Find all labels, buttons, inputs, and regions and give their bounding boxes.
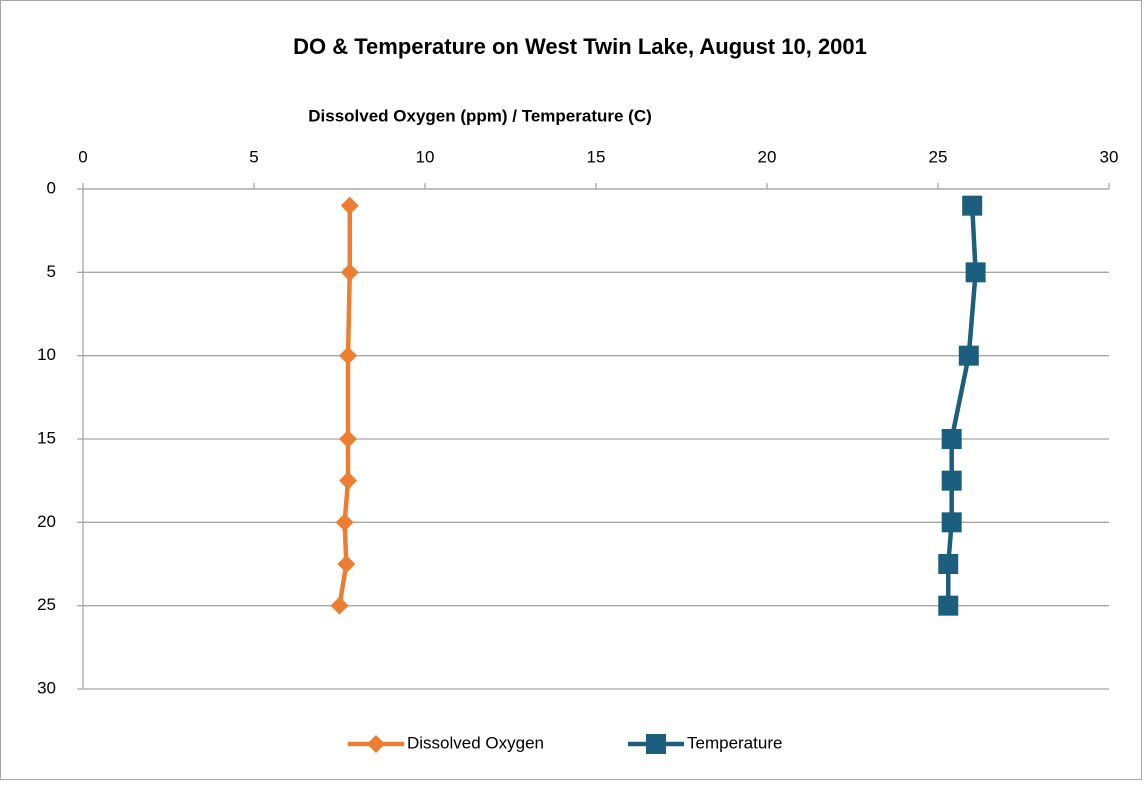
marker xyxy=(646,734,666,754)
marker xyxy=(941,512,962,533)
y-tick-label: 5 xyxy=(47,262,56,281)
y-tick-label: 15 xyxy=(37,428,56,447)
x-tick-label: 0 xyxy=(78,147,87,166)
y-tick-label: 10 xyxy=(37,345,56,364)
x-tick-label: 20 xyxy=(758,147,777,166)
legend-label: Temperature xyxy=(687,733,782,752)
marker xyxy=(335,513,354,532)
legend-label: Dissolved Oxygen xyxy=(407,733,544,752)
marker xyxy=(965,262,986,283)
marker xyxy=(339,346,358,365)
marker xyxy=(958,345,979,366)
y-tick-label: 30 xyxy=(37,678,56,697)
marker xyxy=(938,595,959,616)
marker xyxy=(941,470,962,491)
marker xyxy=(941,429,962,449)
x-tick-label: 10 xyxy=(416,147,435,166)
x-tick-label: 15 xyxy=(587,147,606,166)
y-tick-label: 0 xyxy=(47,178,56,197)
x-axis-title: Dissolved Oxygen (ppm) / Temperature (C) xyxy=(308,106,652,125)
marker xyxy=(962,195,983,216)
marker xyxy=(339,471,358,490)
x-tick-label: 25 xyxy=(929,147,948,166)
x-tick-label: 5 xyxy=(249,147,258,166)
y-tick-label: 20 xyxy=(37,512,56,531)
y-tick-label: 25 xyxy=(37,595,56,614)
marker xyxy=(340,263,359,282)
x-tick-label: 30 xyxy=(1100,147,1119,166)
marker xyxy=(938,554,959,574)
marker xyxy=(330,596,349,615)
marker xyxy=(337,555,356,573)
marker xyxy=(367,735,385,753)
chart-title: DO & Temperature on West Twin Lake, Augu… xyxy=(293,34,867,59)
marker xyxy=(339,430,358,448)
marker xyxy=(340,196,359,215)
